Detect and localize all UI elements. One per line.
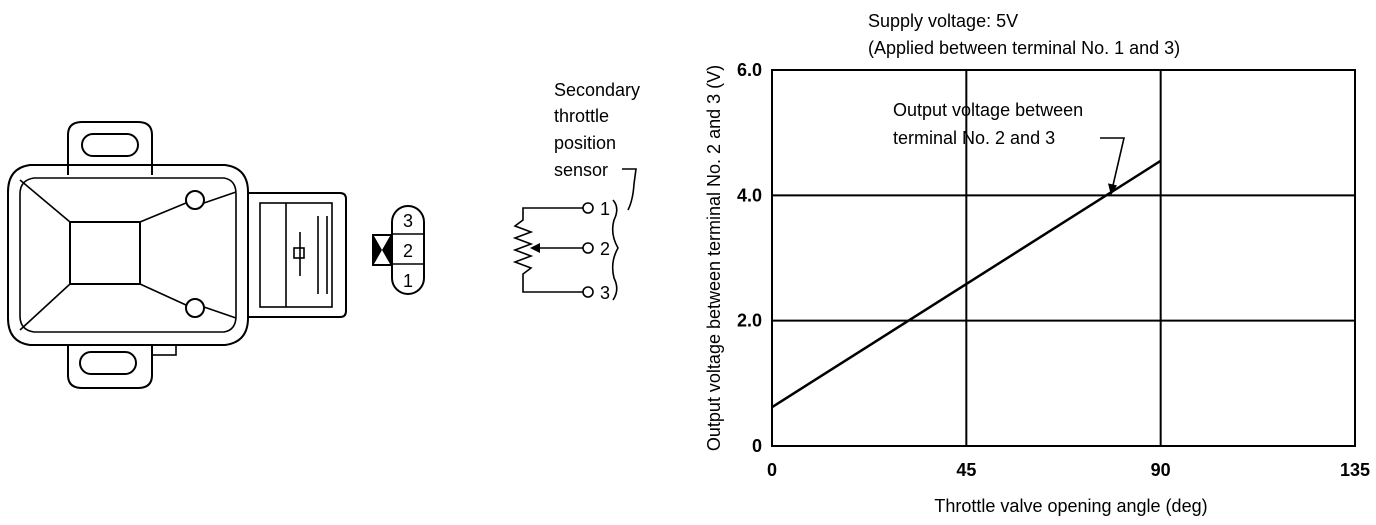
annotation-line-1: Output voltage between [893, 100, 1083, 120]
x-tick-label-1: 45 [956, 460, 976, 480]
y-axis-ticks: 0 2.0 4.0 6.0 [737, 60, 762, 456]
sensor-label-line-4: sensor [554, 160, 608, 180]
connector-pin-2: 2 [403, 241, 413, 261]
connector-pin-3: 3 [403, 211, 413, 231]
terminal-1-label: 1 [600, 199, 610, 219]
sensor-label-line-3: position [554, 133, 616, 153]
x-axis-ticks: 0 45 90 135 [767, 460, 1370, 480]
y-tick-label-3: 6.0 [737, 60, 762, 80]
x-tick-label-0: 0 [767, 460, 777, 480]
sensor-label-line-2: throttle [554, 106, 609, 126]
chart-grid [772, 70, 1355, 446]
annotation-line-2: terminal No. 2 and 3 [893, 128, 1055, 148]
annotation-leader [1100, 137, 1126, 186]
chart-title-line-1: Supply voltage: 5V [868, 11, 1018, 31]
sensor-label-line-1: Secondary [554, 80, 640, 100]
x-tick-label-2: 90 [1151, 460, 1171, 480]
annotation: Output voltage between terminal No. 2 and… [893, 100, 1126, 196]
y-tick-label-2: 4.0 [737, 185, 762, 205]
chart-title-line-2: (Applied between terminal No. 1 and 3) [868, 38, 1180, 58]
y-tick-label-0: 0 [752, 436, 762, 456]
x-axis-label: Throttle valve opening angle (deg) [934, 496, 1207, 516]
terminal-3-label: 3 [600, 283, 610, 303]
annotation-arrowhead [1108, 183, 1118, 196]
terminal-2-label: 2 [600, 239, 610, 259]
connector-pin-face: 3 2 1 [372, 205, 425, 295]
chart: Supply voltage: 5V (Applied between term… [704, 11, 1370, 516]
connector-pin-1: 1 [403, 271, 413, 291]
series-line-0 [771, 159, 1162, 409]
sensor-body-illustration [7, 121, 347, 389]
series-group [771, 159, 1162, 409]
sensor-schematic: Secondary throttle position sensor 1 2 3 [512, 80, 640, 303]
x-tick-label-3: 135 [1340, 460, 1370, 480]
y-tick-label-1: 2.0 [737, 311, 762, 331]
plot-area [771, 69, 1356, 447]
y-axis-label: Output voltage between terminal No. 2 an… [704, 65, 724, 451]
